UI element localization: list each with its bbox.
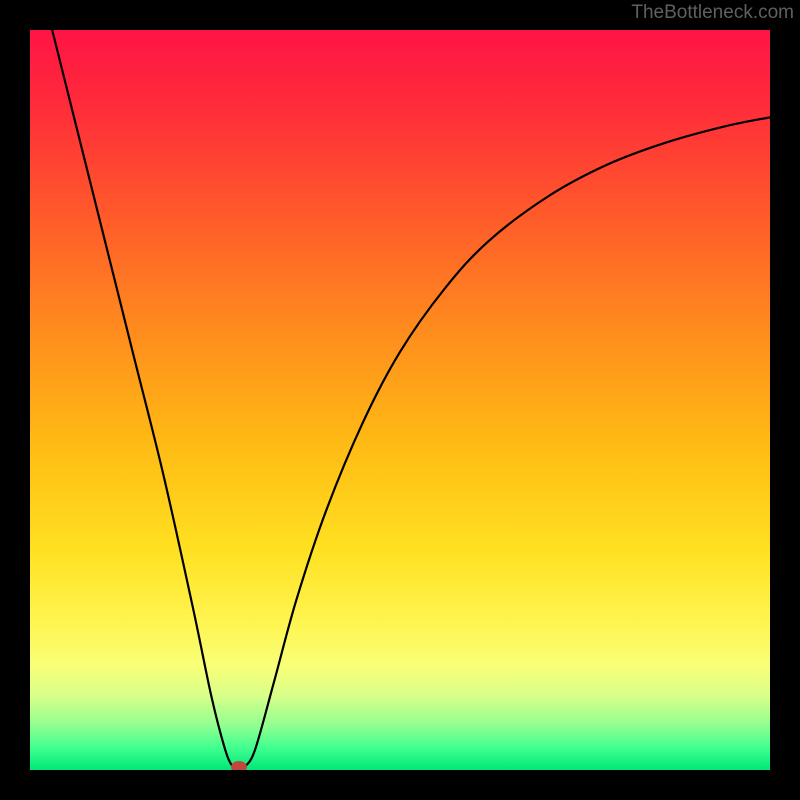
watermark-text: TheBottleneck.com	[631, 2, 794, 24]
optimal-point-marker	[231, 761, 247, 770]
plot-area	[30, 30, 770, 770]
bottleneck-curve	[30, 30, 770, 770]
